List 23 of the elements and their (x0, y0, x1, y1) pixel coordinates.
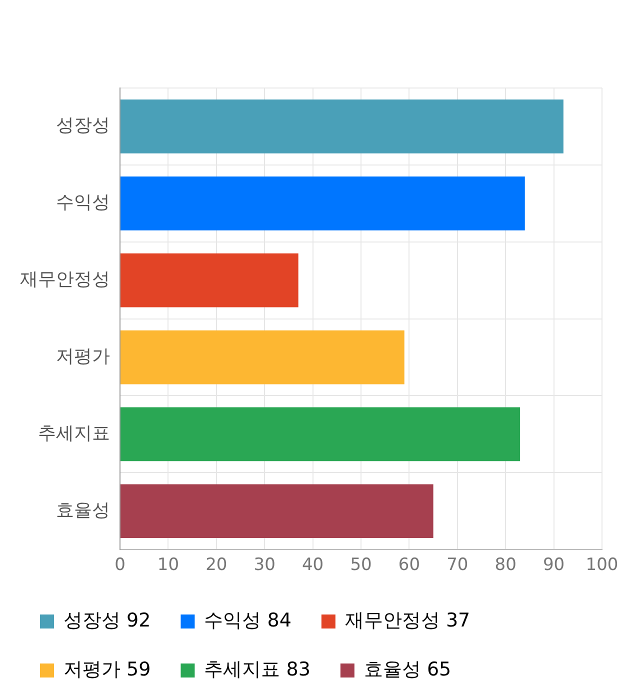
y-tick-label: 재무안정성 (20, 269, 110, 290)
x-tick-label: 20 (206, 555, 228, 576)
x-tick-label: 0 (114, 555, 126, 576)
y-tick-label: 저평가 (56, 346, 110, 367)
x-tick-label: 100 (586, 555, 618, 576)
legend-label: 추세지표 83 (204, 658, 310, 680)
legend-label: 성장성 92 (64, 609, 151, 632)
legend-label: 수익성 84 (204, 609, 292, 632)
x-tick-label: 30 (254, 555, 276, 576)
x-tick-label: 40 (302, 555, 324, 576)
legend-label: 효율성 65 (364, 658, 452, 680)
y-tick-label: 수익성 (56, 192, 110, 214)
y-tick-label: 효율성 (56, 500, 110, 521)
x-tick-label: 80 (494, 555, 516, 576)
x-tick-label: 90 (542, 555, 565, 576)
x-tick-label: 60 (398, 555, 420, 576)
x-tick-label: 10 (157, 555, 180, 576)
x-tick-label: 50 (350, 555, 372, 576)
y-tick-label: 추세지표 (38, 422, 110, 444)
y-tick-label: 성장성 (56, 115, 110, 136)
legend-label: 재무안정성 37 (344, 609, 470, 632)
legend-label: 저평가 59 (64, 658, 151, 680)
x-tick-label: 70 (446, 555, 468, 576)
